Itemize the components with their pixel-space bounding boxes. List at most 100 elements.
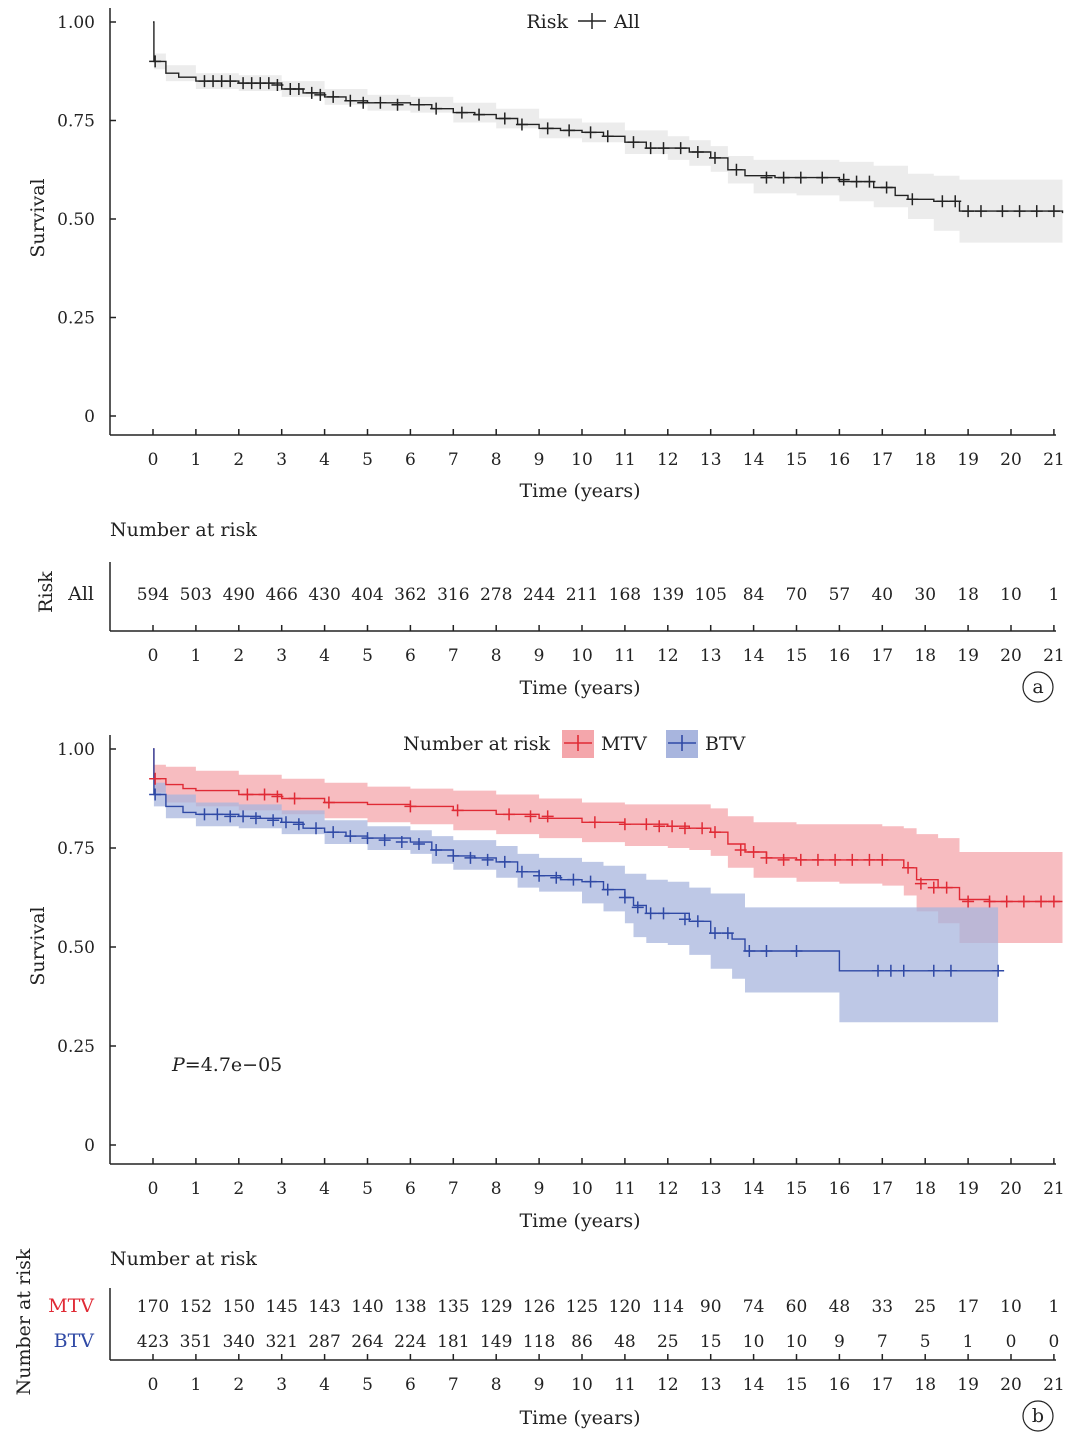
risk-value-all: 278 bbox=[480, 585, 512, 605]
censor-mark-btv bbox=[657, 907, 670, 920]
censor-mark-btv bbox=[897, 964, 910, 977]
x-tick-label: 1 bbox=[190, 450, 201, 470]
censor-mark-mtv bbox=[1035, 895, 1048, 908]
censor-mark-btv bbox=[721, 927, 734, 940]
panel-label-b: b bbox=[1032, 1405, 1044, 1427]
censor-mark-all bbox=[601, 130, 614, 143]
censor-mark-mtv bbox=[666, 820, 679, 833]
y-tick-label: 1.00 bbox=[57, 740, 95, 760]
x-tick-label: 13 bbox=[700, 1375, 722, 1395]
x-tick-label: 7 bbox=[448, 1179, 459, 1199]
x-tick-label: 20 bbox=[1000, 646, 1022, 666]
risk-value-all: 84 bbox=[743, 585, 765, 605]
ci-band-btv bbox=[153, 749, 999, 1023]
censor-mark-all bbox=[691, 146, 704, 159]
censor-mark-btv bbox=[344, 830, 357, 843]
risk-value-mtv: 25 bbox=[914, 1297, 936, 1317]
x-tick-label: 12 bbox=[657, 450, 679, 470]
y-tick-label: 0.75 bbox=[57, 112, 95, 132]
censor-mark-all bbox=[357, 96, 370, 109]
x-tick-label: 21 bbox=[1043, 646, 1065, 666]
risk-table-title: Number at risk bbox=[110, 519, 257, 541]
x-tick-label: 3 bbox=[276, 1179, 287, 1199]
y-tick-label: 0.75 bbox=[57, 839, 95, 859]
x-tick-label: 6 bbox=[405, 646, 416, 666]
censor-mark-btv bbox=[631, 901, 644, 914]
x-tick-label: 15 bbox=[786, 646, 808, 666]
panel-label-circle bbox=[1022, 1400, 1054, 1432]
censor-mark-all bbox=[863, 175, 876, 188]
censor-mark-all bbox=[1030, 205, 1043, 218]
x-axis-label: Time (years) bbox=[519, 480, 640, 502]
censor-mark-all bbox=[515, 118, 528, 131]
risk-value-btv: 118 bbox=[523, 1332, 555, 1352]
x-tick-label: 12 bbox=[657, 1375, 679, 1395]
censor-mark-all bbox=[777, 171, 790, 184]
censor-mark-all bbox=[996, 205, 1009, 218]
censor-mark-btv bbox=[327, 826, 340, 839]
x-tick-label: 19 bbox=[957, 1375, 979, 1395]
x-tick-label: 9 bbox=[534, 646, 545, 666]
censor-mark-all bbox=[974, 205, 987, 218]
censor-mark-btv bbox=[944, 964, 957, 977]
censor-mark-mtv bbox=[271, 790, 284, 803]
risk-value-all: 57 bbox=[829, 585, 851, 605]
survival-curve-all bbox=[153, 21, 1064, 214]
x-tick-label: 8 bbox=[491, 1179, 502, 1199]
censor-mark-btv bbox=[644, 907, 657, 920]
censor-mark-all bbox=[837, 173, 850, 186]
x-tick-label: 12 bbox=[657, 646, 679, 666]
risk-value-all: 503 bbox=[180, 585, 212, 605]
censor-mark-btv bbox=[237, 810, 250, 823]
risk-value-btv: 10 bbox=[786, 1332, 808, 1352]
censor-mark-btv bbox=[601, 883, 614, 896]
legend-title: Risk bbox=[526, 11, 568, 33]
legend-key-all bbox=[578, 13, 606, 29]
x-tick-label: 18 bbox=[914, 1179, 936, 1199]
censor-mark-mtv bbox=[927, 881, 940, 894]
censor-mark-mtv bbox=[863, 853, 876, 866]
censor-mark-all bbox=[644, 142, 657, 155]
censor-mark-btv bbox=[760, 944, 773, 957]
censor-mark-all bbox=[708, 151, 721, 164]
x-tick-label: 16 bbox=[829, 646, 851, 666]
p-value-text: =4.7e−05 bbox=[185, 1054, 282, 1076]
censor-mark-mtv bbox=[322, 796, 335, 809]
y-tick-label: 0 bbox=[84, 407, 95, 427]
censor-mark-btv bbox=[927, 964, 940, 977]
x-tick-label: 6 bbox=[405, 1375, 416, 1395]
x-tick-label: 7 bbox=[448, 450, 459, 470]
censor-mark-btv bbox=[464, 851, 477, 864]
censor-mark-all bbox=[674, 142, 687, 155]
risk-value-all: 168 bbox=[609, 585, 641, 605]
x-tick-label: 0 bbox=[148, 1375, 159, 1395]
risk-value-all: 40 bbox=[871, 585, 893, 605]
risk-value-mtv: 143 bbox=[308, 1297, 340, 1317]
x-tick-label: 1 bbox=[190, 1179, 201, 1199]
censor-mark-all bbox=[473, 108, 486, 121]
risk-value-mtv: 90 bbox=[700, 1297, 722, 1317]
risk-value-mtv: 125 bbox=[566, 1297, 598, 1317]
x-tick-label: 20 bbox=[1000, 1179, 1022, 1199]
risk-value-all: 466 bbox=[265, 585, 297, 605]
x-tick-label: 12 bbox=[657, 1179, 679, 1199]
risk-value-btv: 287 bbox=[308, 1332, 340, 1352]
risk-value-all: 1 bbox=[1048, 585, 1059, 605]
risk-value-btv: 423 bbox=[137, 1332, 169, 1352]
risk-value-mtv: 126 bbox=[523, 1297, 555, 1317]
censor-mark-all bbox=[584, 126, 597, 139]
risk-value-btv: 340 bbox=[223, 1332, 255, 1352]
censor-mark-mtv bbox=[902, 861, 915, 874]
censor-mark-all bbox=[962, 205, 975, 218]
risk-value-mtv: 114 bbox=[652, 1297, 684, 1317]
x-tick-label: 19 bbox=[957, 1179, 979, 1199]
risk-value-mtv: 10 bbox=[1000, 1297, 1022, 1317]
censor-mark-mtv bbox=[653, 820, 666, 833]
x-tick-label: 2 bbox=[233, 450, 244, 470]
censor-mark-btv bbox=[279, 816, 292, 829]
x-tick-label: 14 bbox=[743, 1179, 765, 1199]
censor-mark-all bbox=[949, 195, 962, 208]
censor-mark-all bbox=[314, 88, 327, 101]
x-tick-label: 10 bbox=[571, 646, 593, 666]
censor-mark-all bbox=[498, 112, 511, 125]
